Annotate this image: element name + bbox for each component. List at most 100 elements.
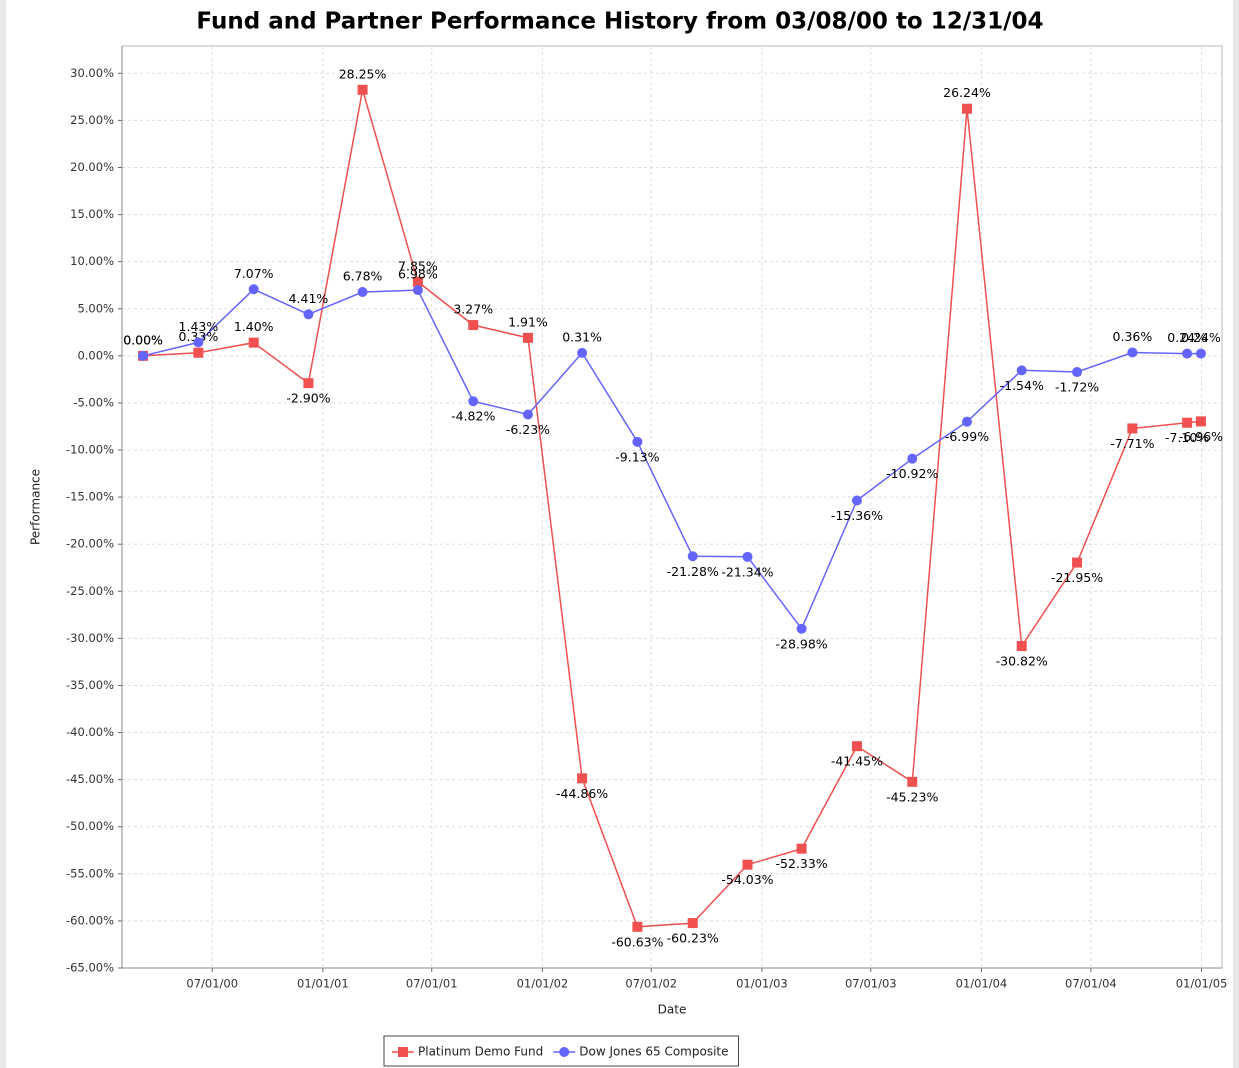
marker (742, 859, 753, 870)
y-tick-label: 10.00% (70, 254, 114, 268)
data-label: -21.28% (667, 564, 719, 579)
legend-label: Dow Jones 65 Composite (579, 1045, 728, 1059)
marker (357, 84, 368, 95)
chart-title: Fund and Partner Performance History fro… (196, 9, 1043, 35)
data-label: -30.82% (996, 654, 1048, 669)
legend-marker (398, 1047, 408, 1057)
x-tick-label: 07/01/02 (625, 977, 677, 991)
data-label: -6.99% (945, 429, 989, 444)
marker (303, 309, 314, 320)
data-label: -54.03% (721, 872, 773, 887)
legend-marker (559, 1047, 570, 1057)
x-tick-label: 01/01/05 (1176, 977, 1228, 991)
data-label: -60.63% (611, 934, 663, 949)
data-label: -44.86% (556, 786, 608, 801)
data-label: -28.98% (776, 636, 828, 651)
data-label: -10.92% (886, 466, 938, 481)
data-label: -52.33% (776, 856, 828, 871)
marker (522, 332, 533, 343)
data-label: -15.36% (831, 508, 883, 523)
y-tick-label: 25.00% (70, 113, 114, 127)
data-label: -7.71% (1110, 436, 1154, 451)
marker (1072, 557, 1083, 568)
y-tick-label: -25.00% (66, 584, 114, 598)
data-label: -1.72% (1055, 380, 1099, 395)
marker (632, 921, 643, 932)
marker (796, 623, 807, 634)
marker (961, 103, 972, 114)
marker (632, 436, 643, 447)
marker (357, 286, 368, 297)
marker (1072, 367, 1083, 378)
x-axis-label: Date (658, 1003, 687, 1017)
data-label: 4.41% (289, 291, 329, 306)
marker (248, 284, 259, 295)
data-label: -4.82% (451, 409, 495, 424)
data-label: -6.96% (1179, 429, 1223, 444)
x-tick-label: 07/01/01 (406, 977, 458, 991)
data-label: 28.25% (339, 66, 387, 81)
y-tick-label: 30.00% (70, 66, 114, 80)
data-label: 1.91% (508, 314, 548, 329)
data-label: 26.24% (943, 85, 991, 100)
marker (1016, 641, 1027, 652)
marker (1127, 423, 1138, 434)
marker (907, 453, 918, 464)
marker (1195, 416, 1206, 427)
marker (1195, 348, 1206, 359)
marker (412, 276, 423, 287)
marker (468, 320, 479, 331)
marker (412, 285, 423, 296)
marker (1127, 347, 1138, 358)
data-label: 0.24% (1181, 330, 1221, 345)
data-label: 0.24% (1167, 330, 1207, 345)
marker (907, 776, 918, 787)
y-tick-label: -20.00% (66, 537, 114, 551)
y-tick-label: -50.00% (66, 819, 114, 833)
data-label: 6.98% (398, 267, 438, 282)
x-tick-label: 01/01/03 (736, 977, 788, 991)
marker (851, 495, 862, 506)
marker (687, 918, 698, 929)
marker (138, 350, 149, 361)
x-tick-label: 07/01/04 (1065, 977, 1117, 991)
marker (577, 347, 588, 358)
data-label: 0.33% (179, 329, 219, 344)
data-label: 0.31% (562, 329, 602, 344)
y-axis-label: Performance (29, 469, 43, 545)
marker (742, 551, 753, 562)
y-tick-label: 20.00% (70, 160, 114, 174)
x-tick-label: 01/01/01 (297, 977, 349, 991)
y-tick-label: -35.00% (66, 678, 114, 692)
data-label: -60.23% (667, 931, 719, 946)
data-label: 6.78% (343, 268, 383, 283)
data-label: -45.23% (886, 789, 938, 804)
plot-area (121, 45, 1223, 969)
data-label: -1.54% (1000, 378, 1044, 393)
data-label: -6.23% (506, 422, 550, 437)
marker (687, 551, 698, 562)
data-label: 1.43% (179, 319, 219, 334)
marker (851, 741, 862, 752)
data-label: 7.07% (234, 266, 274, 281)
marker (796, 843, 807, 854)
marker (522, 409, 533, 420)
legend: Platinum Demo Fund Dow Jones 65 Composite (383, 1035, 740, 1067)
marker (1182, 417, 1193, 428)
data-label: -41.45% (831, 754, 883, 769)
y-tick-label: 15.00% (70, 207, 114, 221)
x-tick-label: 01/01/02 (517, 977, 569, 991)
y-tick-label: -65.00% (66, 961, 114, 975)
data-label: -9.13% (615, 449, 659, 464)
x-tick-label: 07/01/03 (845, 977, 897, 991)
y-tick-label: -60.00% (66, 913, 114, 927)
marker (577, 773, 588, 784)
y-tick-label: 0.00% (77, 348, 114, 362)
data-label: 1.40% (234, 319, 274, 334)
data-label: -2.90% (286, 391, 330, 406)
y-tick-label: -5.00% (73, 395, 114, 409)
marker (193, 337, 204, 348)
marker (961, 416, 972, 427)
data-label: 7.85% (398, 258, 438, 273)
